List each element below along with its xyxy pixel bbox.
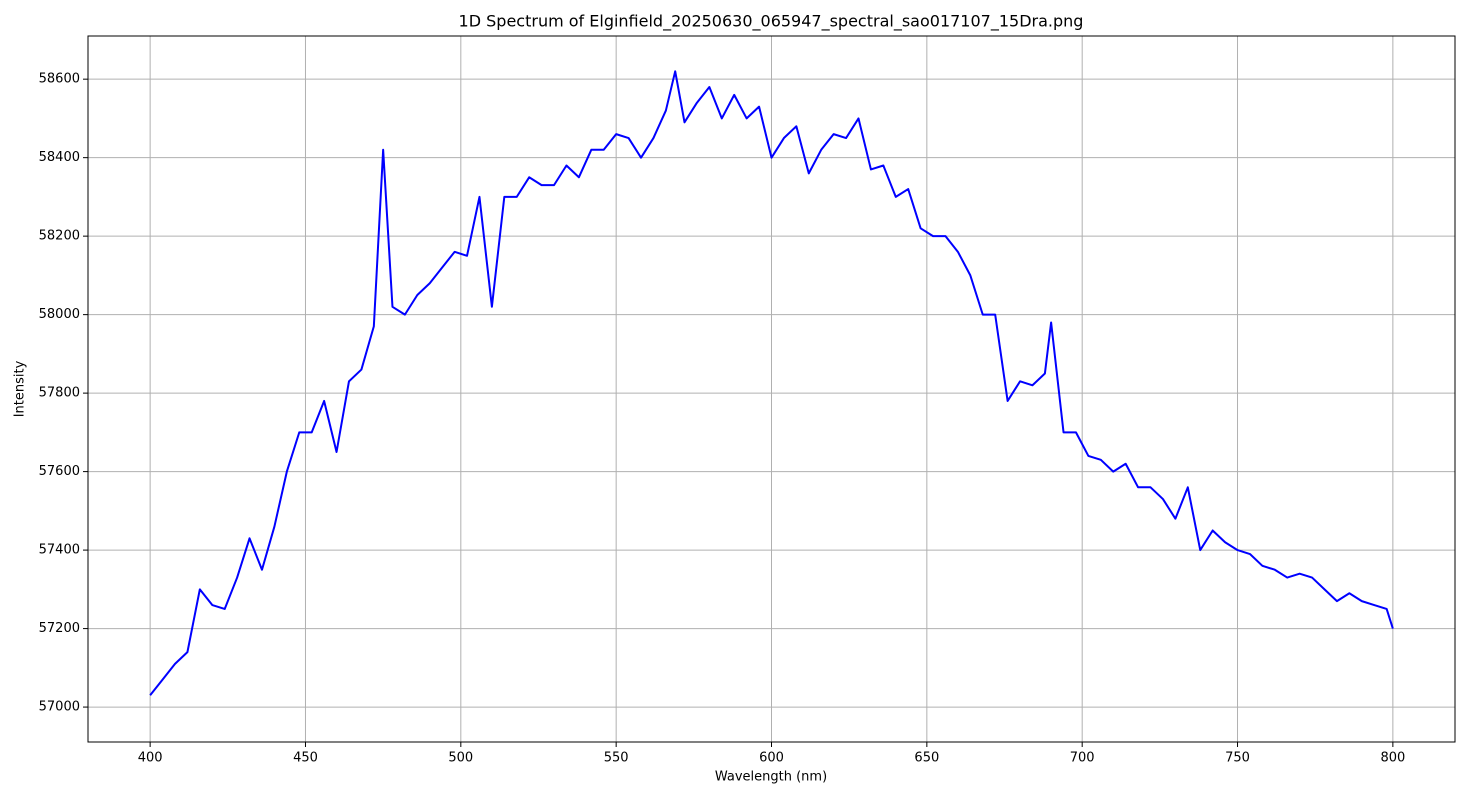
x-tick-label: 450 bbox=[293, 751, 318, 766]
y-axis-label: Intensity bbox=[13, 360, 28, 417]
x-axis-label: Wavelength (nm) bbox=[715, 770, 827, 785]
y-tick-label: 57600 bbox=[39, 464, 80, 479]
x-tick-label: 650 bbox=[914, 751, 939, 766]
chart-title: 1D Spectrum of Elginfield_20250630_06594… bbox=[459, 12, 1084, 32]
x-tick-label: 800 bbox=[1380, 751, 1405, 766]
x-tick-label: 400 bbox=[138, 751, 163, 766]
data-line bbox=[149, 70, 1394, 696]
x-tick-label: 750 bbox=[1225, 751, 1250, 766]
x-tick-label: 500 bbox=[448, 751, 473, 766]
x-tick-label: 600 bbox=[759, 751, 784, 766]
x-tick-label: 550 bbox=[604, 751, 629, 766]
y-tick-label: 57400 bbox=[39, 543, 80, 558]
y-tick-label: 57800 bbox=[39, 386, 80, 401]
y-tick-label: 58600 bbox=[39, 72, 80, 87]
y-tick-label: 58400 bbox=[39, 150, 80, 165]
plot-frame bbox=[87, 35, 1456, 743]
y-tick-label: 57200 bbox=[39, 621, 80, 636]
y-tick-label: 57000 bbox=[39, 700, 80, 715]
y-tick-label: 58200 bbox=[39, 229, 80, 244]
y-tick-label: 58000 bbox=[39, 307, 80, 322]
x-tick-label: 700 bbox=[1070, 751, 1095, 766]
